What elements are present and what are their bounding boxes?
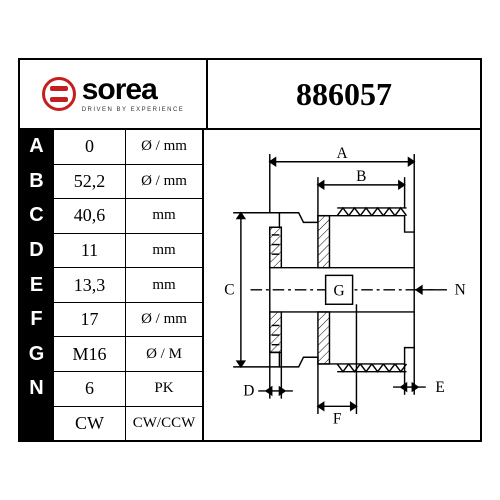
svg-text:F: F xyxy=(333,411,342,428)
row-label: D xyxy=(20,234,54,268)
row-value: CW xyxy=(54,407,126,441)
row-label: A xyxy=(20,130,54,164)
row-unit: mm xyxy=(126,199,202,233)
spec-table: A0Ø / mmB52,2Ø / mmC40,6mmD11mmE13,3mmF1… xyxy=(20,130,204,440)
table-row: GM16Ø / M xyxy=(20,337,202,372)
row-value: M16 xyxy=(54,337,126,371)
row-value: 6 xyxy=(54,372,126,406)
header: sorea DRIVEN BY EXPERIENCE 886057 xyxy=(20,60,480,130)
row-label: B xyxy=(20,165,54,199)
row-unit: CW/CCW xyxy=(126,407,202,441)
table-row: F17Ø / mm xyxy=(20,303,202,338)
logo-text: sorea DRIVEN BY EXPERIENCE xyxy=(82,75,185,113)
row-label: F xyxy=(20,303,54,337)
row-value: 52,2 xyxy=(54,165,126,199)
row-unit: mm xyxy=(126,268,202,302)
row-value: 0 xyxy=(54,130,126,164)
row-label: E xyxy=(20,268,54,302)
table-row: CWCW/CCW xyxy=(20,407,202,441)
brand-tagline: DRIVEN BY EXPERIENCE xyxy=(82,107,185,113)
row-value: 11 xyxy=(54,234,126,268)
table-row: E13,3mm xyxy=(20,268,202,303)
table-row: N6PK xyxy=(20,372,202,407)
row-value: 40,6 xyxy=(54,199,126,233)
table-row: A0Ø / mm xyxy=(20,130,202,165)
table-row: D11mm xyxy=(20,234,202,269)
row-unit: Ø / mm xyxy=(126,130,202,164)
sorea-logo-icon xyxy=(42,77,76,111)
row-label: C xyxy=(20,199,54,233)
svg-text:E: E xyxy=(435,379,444,396)
svg-text:G: G xyxy=(334,283,345,300)
row-unit: Ø / mm xyxy=(126,303,202,337)
table-row: C40,6mm xyxy=(20,199,202,234)
row-value: 13,3 xyxy=(54,268,126,302)
body: A0Ø / mmB52,2Ø / mmC40,6mmD11mmE13,3mmF1… xyxy=(20,130,480,440)
svg-text:D: D xyxy=(243,383,254,400)
logo-cell: sorea DRIVEN BY EXPERIENCE xyxy=(20,60,208,128)
row-label: N xyxy=(20,372,54,406)
svg-text:C: C xyxy=(224,282,234,299)
svg-text:N: N xyxy=(455,282,466,299)
row-unit: Ø / M xyxy=(126,337,202,371)
row-label: G xyxy=(20,337,54,371)
part-number: 886057 xyxy=(208,60,480,128)
spec-card: sorea DRIVEN BY EXPERIENCE 886057 A0Ø / … xyxy=(18,58,482,442)
svg-text:A: A xyxy=(336,145,347,162)
row-value: 17 xyxy=(54,303,126,337)
row-unit: Ø / mm xyxy=(126,165,202,199)
brand-name: sorea xyxy=(82,75,185,105)
row-unit: mm xyxy=(126,234,202,268)
diagram: G xyxy=(204,130,480,440)
row-unit: PK xyxy=(126,372,202,406)
svg-text:B: B xyxy=(356,168,366,185)
table-row: B52,2Ø / mm xyxy=(20,165,202,200)
cross-section-svg: G xyxy=(212,140,472,430)
row-label xyxy=(20,407,54,441)
